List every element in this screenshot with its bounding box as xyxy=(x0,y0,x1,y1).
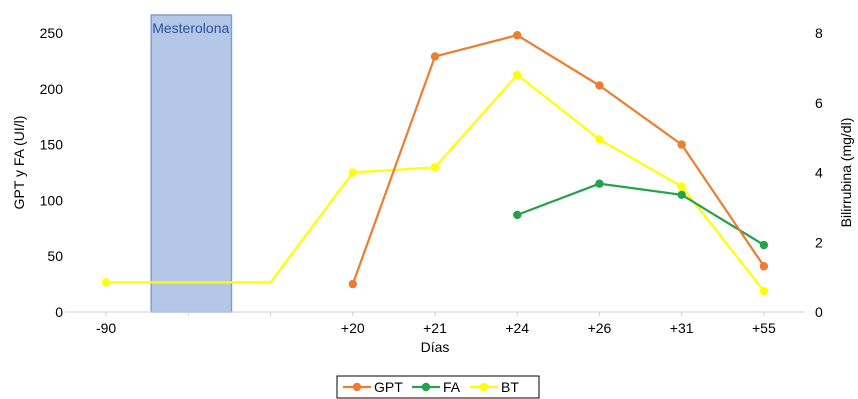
data-point-gpt xyxy=(595,81,604,90)
data-point-fa xyxy=(595,179,604,188)
legend-item-gpt: GPT xyxy=(343,379,403,395)
data-point-gpt xyxy=(430,52,440,61)
series-line-gpt xyxy=(351,34,765,285)
legend-swatch-marker xyxy=(479,382,489,392)
x-tick-label: +26 xyxy=(588,320,612,336)
x-tick-label: +55 xyxy=(752,320,776,336)
legend: GPT FA BT xyxy=(336,375,540,399)
data-point-bt xyxy=(513,70,522,80)
data-point-gpt xyxy=(677,140,686,149)
data-point-bt xyxy=(348,168,357,177)
data-point-fa xyxy=(513,210,522,220)
legend-swatch-marker xyxy=(352,382,362,392)
data-point-bt xyxy=(595,135,604,144)
x-tick-label: -90 xyxy=(96,320,116,336)
data-point-bt xyxy=(677,182,686,191)
data-point-gpt xyxy=(513,31,522,40)
x-axis-title: Días xyxy=(421,339,450,355)
y-right-tick-label: 4 xyxy=(815,165,823,181)
data-point-fa xyxy=(759,240,769,250)
y-right-tick-label: 0 xyxy=(815,304,823,320)
y-right-tick-label: 8 xyxy=(815,25,823,41)
series-line-fa xyxy=(516,182,765,246)
x-tick-label: +21 xyxy=(423,320,447,336)
annotation-band-layer: Mesterolona xyxy=(150,14,233,313)
y-left-tick-label: 0 xyxy=(55,304,63,320)
series-layer xyxy=(101,31,769,296)
legend-item-fa: FA xyxy=(412,379,461,395)
legend-label: BT xyxy=(501,379,519,395)
data-point-bt xyxy=(430,163,440,172)
data-point-gpt xyxy=(348,279,357,289)
annotation-band xyxy=(150,14,233,313)
y-left-axis-title: GPT y FA (UI/l) xyxy=(11,116,27,210)
x-tick-label: +31 xyxy=(670,320,694,336)
series-bt xyxy=(101,70,769,296)
data-point-bt xyxy=(759,286,769,296)
data-point-gpt xyxy=(759,262,769,271)
y-right-tick-label: 2 xyxy=(815,234,823,250)
data-point-bt xyxy=(101,278,111,287)
y-left-tick-label: 150 xyxy=(40,137,64,153)
series-fa xyxy=(513,179,769,250)
legend-label: FA xyxy=(443,379,461,395)
annotation-label: Mesterolona xyxy=(152,20,229,36)
y-left-tick-label: 100 xyxy=(40,192,64,208)
legend-item-bt: BT xyxy=(470,379,519,395)
x-tick-label: +20 xyxy=(341,320,365,336)
y-left-tick-label: 200 xyxy=(40,81,64,97)
axes-layer: -90 +20 +21 +24 +26 +31 +55 0 50 100 150 200 250 0 2 4 6… xyxy=(11,25,854,355)
y-left-tick-label: 250 xyxy=(40,25,64,41)
data-point-fa xyxy=(677,190,686,200)
y-left-tick-label: 50 xyxy=(47,248,63,264)
y-right-tick-label: 6 xyxy=(815,95,823,111)
legend-label: GPT xyxy=(374,379,403,395)
y-right-axis-title: Bilirrubina (mg/dl) xyxy=(838,118,854,228)
series-gpt xyxy=(348,31,769,289)
x-tick-label: +24 xyxy=(505,320,529,336)
legend-swatch-marker xyxy=(421,382,431,392)
